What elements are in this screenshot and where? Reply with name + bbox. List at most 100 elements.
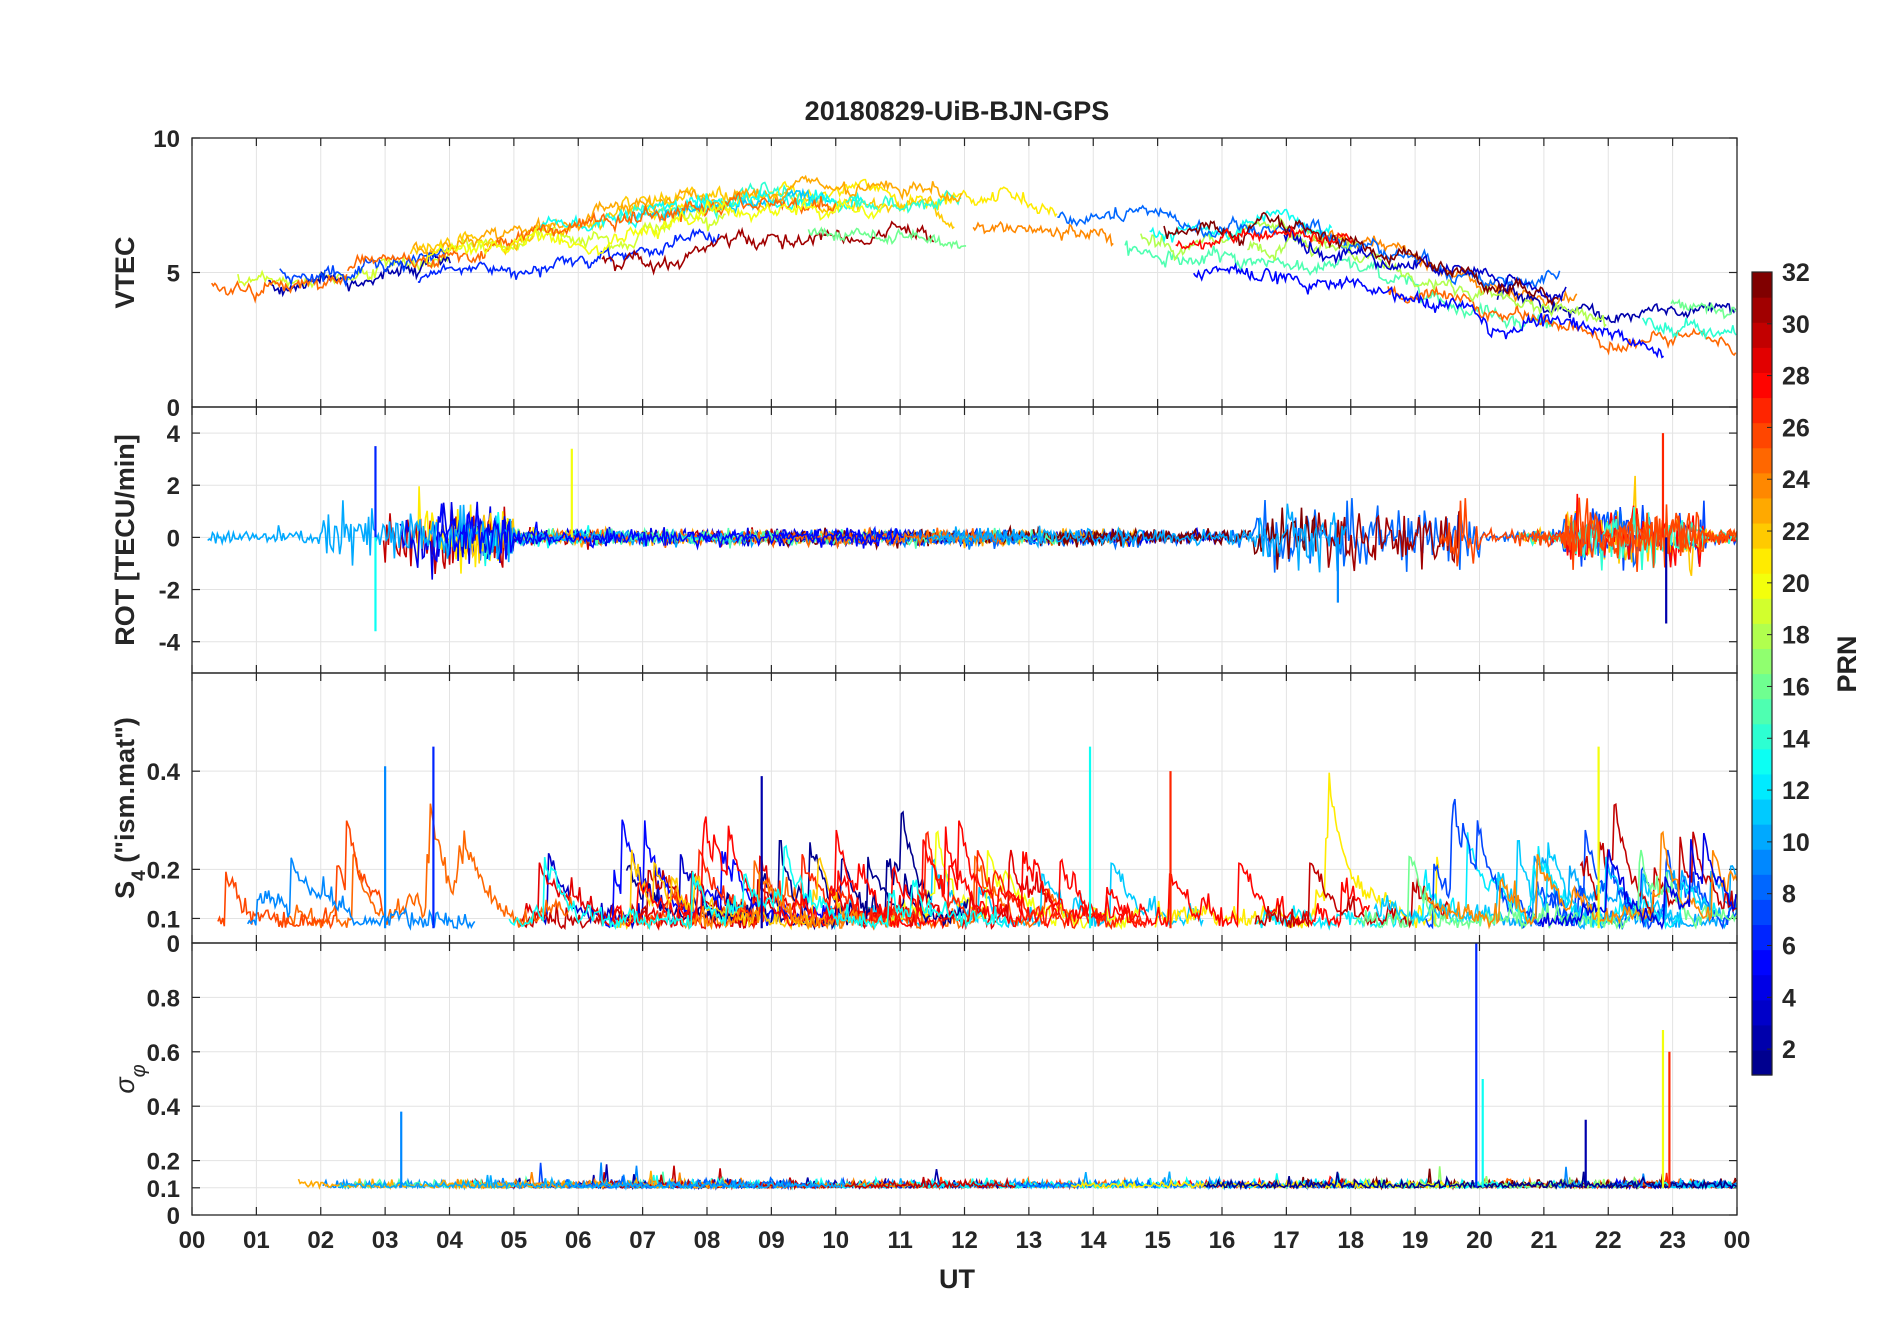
prn-track	[432, 503, 904, 563]
colorbar-segment	[1752, 723, 1772, 750]
s4-panel: 00.1 0.2 0.4S4 ("ism.mat")	[110, 672, 1738, 958]
colorbar-tick-label: 12	[1782, 777, 1810, 805]
prn-track	[338, 1174, 846, 1191]
x-tick-label: 15	[1144, 1227, 1171, 1254]
y-tick-label: 0.4	[147, 1094, 181, 1121]
x-tick-label: 00	[1724, 1227, 1751, 1254]
y-tick-label: 4	[167, 421, 181, 448]
prn-track	[417, 227, 720, 283]
series-group	[207, 433, 1737, 632]
colorbar-segment	[1752, 999, 1772, 1026]
y-tick-label: 0	[167, 931, 180, 958]
colorbar-tick-label: 18	[1782, 622, 1810, 650]
x-tick-label: 00	[179, 1227, 206, 1254]
x-tick-label: 14	[1080, 1227, 1107, 1254]
y-tick-label: 0	[167, 525, 180, 552]
series-group	[217, 746, 1737, 931]
y-axis-label: ROT [TECU/min]	[110, 434, 140, 645]
colorbar-segment	[1752, 297, 1772, 323]
colorbar-segment	[1752, 347, 1772, 373]
prn-track	[268, 250, 451, 298]
colorbar-tick-label: 14	[1782, 725, 1810, 753]
colorbar-segment	[1752, 849, 1772, 875]
x-tick-label: 05	[501, 1227, 528, 1254]
prn-track	[412, 174, 963, 261]
prn-track	[972, 220, 1114, 247]
colorbar-label: PRN	[1832, 635, 1862, 692]
x-tick-label: 16	[1209, 1227, 1236, 1254]
colorbar-tick-label: 32	[1782, 259, 1810, 287]
colorbar-segment	[1752, 548, 1772, 574]
prn-track	[617, 181, 962, 225]
colorbar-segment	[1752, 1024, 1772, 1051]
colorbar-segment	[1752, 573, 1772, 599]
prn-track	[1203, 1171, 1737, 1191]
colorbar-segment	[1752, 673, 1772, 700]
series-group	[211, 174, 1737, 359]
y-tick-label: 0.2	[147, 1149, 180, 1176]
colorbar-segment	[1752, 874, 1772, 900]
colorbar-segment	[1752, 773, 1772, 800]
colorbar-segment	[1752, 472, 1772, 499]
x-tick-label: 13	[1016, 1227, 1043, 1254]
prn-track	[1015, 1176, 1370, 1191]
x-tick-label: 07	[629, 1227, 656, 1254]
colorbar-segment	[1752, 397, 1772, 424]
x-tick-label: 23	[1659, 1227, 1686, 1254]
y-tick-label: 0	[167, 1203, 180, 1230]
prn-track	[1425, 798, 1653, 930]
x-tick-label: 09	[758, 1227, 785, 1254]
prn-track	[601, 220, 935, 276]
y-tick-label: 5	[167, 261, 180, 288]
colorbar-segment	[1752, 798, 1772, 825]
x-tick-label: 06	[565, 1227, 592, 1254]
prn-track	[217, 820, 383, 930]
colorbar-segment	[1752, 1049, 1772, 1076]
y-tick-label: 0.1	[147, 906, 180, 933]
y-tick-label: 0.1	[147, 1176, 180, 1203]
colorbar-segment	[1752, 623, 1772, 650]
x-tick-label: 18	[1337, 1227, 1364, 1254]
colorbar-frame	[1751, 271, 1773, 1076]
colorbar-segment	[1752, 598, 1772, 624]
prn-track	[275, 803, 575, 929]
prn-track	[1670, 298, 1737, 320]
y-tick-label: 0.4	[147, 759, 181, 786]
x-axis-label: UT	[939, 1264, 975, 1294]
prn-track	[1537, 832, 1737, 931]
y-tick-label: 0	[167, 395, 180, 422]
series-group	[297, 943, 1737, 1191]
colorbar-segment	[1752, 422, 1772, 449]
colorbar-segment	[1752, 372, 1772, 399]
y-tick-label: 0.2	[147, 857, 180, 884]
figure-title: 20180829-UiB-BJN-GPS	[805, 96, 1110, 126]
prn-track	[211, 273, 348, 304]
colorbar-tick-label: 4	[1782, 984, 1796, 1012]
y-axis-label: S4 ("ism.mat")	[110, 717, 150, 899]
colorbar-tick-label: 24	[1782, 466, 1810, 494]
colorbar-segment	[1752, 447, 1772, 474]
prn-track	[1283, 229, 1567, 303]
colorbar-segment	[1752, 322, 1772, 348]
x-tick-label: 04	[436, 1227, 463, 1254]
prn-track	[246, 857, 476, 931]
colorbar-segment	[1752, 899, 1772, 926]
sigma-phi-panel: 00.10.2 0.4 0.6 0.8 σφ	[110, 942, 1738, 1230]
y-tick-label: 2	[167, 473, 180, 500]
colorbar-tick-label: 30	[1782, 311, 1810, 339]
colorbar-tick-label: 16	[1782, 673, 1810, 701]
prn-track	[1163, 211, 1559, 306]
y-tick-label: 0.8	[147, 985, 180, 1012]
x-tick-label: 03	[372, 1227, 399, 1254]
colorbar-tick-label: 10	[1782, 829, 1810, 857]
prn-track	[1193, 262, 1665, 359]
colorbar-segment	[1752, 924, 1772, 951]
prn-track	[928, 503, 1348, 573]
colorbar-segment	[1752, 698, 1772, 725]
x-tick-label: 02	[307, 1227, 334, 1254]
colorbar-tick-label: 8	[1782, 881, 1796, 909]
prn-track	[1493, 855, 1737, 930]
y-axis-label: σφ	[110, 1064, 150, 1093]
